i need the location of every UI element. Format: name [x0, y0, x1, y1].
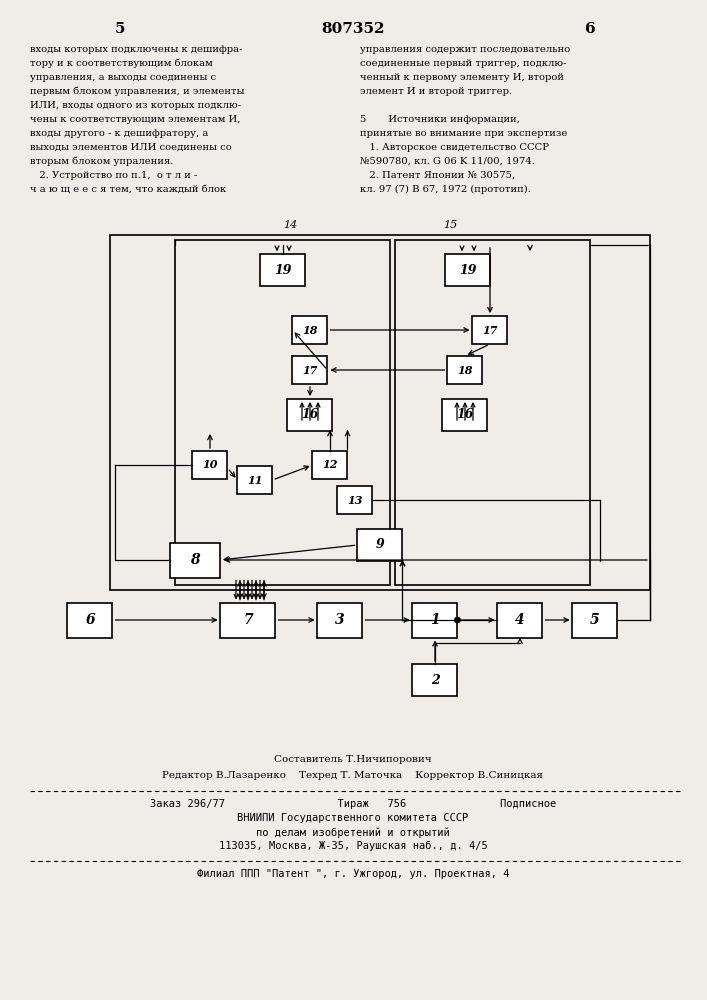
Text: принятые во внимание при экспертизе: принятые во внимание при экспертизе: [360, 129, 568, 138]
Text: 10: 10: [202, 460, 218, 471]
FancyBboxPatch shape: [312, 451, 348, 479]
FancyBboxPatch shape: [448, 356, 482, 384]
FancyBboxPatch shape: [498, 602, 542, 638]
FancyBboxPatch shape: [573, 602, 617, 638]
Text: 16: 16: [301, 408, 319, 422]
FancyBboxPatch shape: [337, 486, 373, 514]
Text: 17: 17: [482, 324, 498, 336]
FancyBboxPatch shape: [170, 542, 220, 578]
FancyBboxPatch shape: [358, 529, 402, 561]
Text: элемент И и второй триггер.: элемент И и второй триггер.: [360, 87, 512, 96]
Text: соединенные первый триггер, подклю-: соединенные первый триггер, подклю-: [360, 59, 566, 68]
Bar: [175, 240, 390, 585]
Text: 5: 5: [115, 22, 125, 36]
Text: 8: 8: [190, 553, 200, 567]
Text: №590780, кл. G 06 K 11/00, 1974.: №590780, кл. G 06 K 11/00, 1974.: [360, 157, 535, 166]
Text: 17: 17: [303, 364, 317, 375]
Text: 1. Авторское свидетельство СССР: 1. Авторское свидетельство СССР: [360, 143, 549, 152]
Text: входы которых подключены к дешифра-: входы которых подключены к дешифра-: [30, 45, 243, 54]
FancyBboxPatch shape: [317, 602, 363, 638]
FancyBboxPatch shape: [443, 399, 488, 431]
FancyBboxPatch shape: [192, 451, 228, 479]
Text: тору и к соответствующим блокам: тору и к соответствующим блокам: [30, 59, 213, 68]
Text: 3: 3: [335, 613, 345, 627]
Text: 2. Патент Японии № 30575,: 2. Патент Японии № 30575,: [360, 171, 515, 180]
Text: 11: 11: [247, 475, 263, 486]
Text: 1: 1: [430, 613, 440, 627]
FancyBboxPatch shape: [412, 602, 457, 638]
Text: 4: 4: [515, 613, 525, 627]
Text: первым блоком управления, и элементы: первым блоком управления, и элементы: [30, 87, 245, 97]
Text: 15: 15: [443, 220, 457, 230]
Text: 6: 6: [585, 22, 595, 36]
Text: управления содержит последовательно: управления содержит последовательно: [360, 45, 571, 54]
Bar: [395, 240, 590, 585]
FancyBboxPatch shape: [238, 466, 272, 494]
FancyBboxPatch shape: [260, 254, 305, 286]
FancyBboxPatch shape: [445, 254, 491, 286]
Text: выходы элементов ИЛИ соединены со: выходы элементов ИЛИ соединены со: [30, 143, 232, 152]
FancyBboxPatch shape: [293, 356, 327, 384]
FancyBboxPatch shape: [412, 664, 457, 696]
Text: 7: 7: [243, 613, 253, 627]
Text: 9: 9: [375, 538, 385, 552]
Text: ВНИИПИ Государственного комитета СССР: ВНИИПИ Государственного комитета СССР: [238, 813, 469, 823]
Text: 5: 5: [590, 613, 600, 627]
Text: управления, а выходы соединены с: управления, а выходы соединены с: [30, 73, 216, 82]
FancyBboxPatch shape: [288, 399, 332, 431]
Text: 6: 6: [85, 613, 95, 627]
Text: входы другого - к дешифратору, а: входы другого - к дешифратору, а: [30, 129, 209, 138]
Text: ИЛИ, входы одного из которых подклю-: ИЛИ, входы одного из которых подклю-: [30, 101, 241, 110]
FancyBboxPatch shape: [472, 316, 508, 344]
Text: 2: 2: [431, 674, 439, 686]
Text: 2. Устройство по п.1,  о т л и -: 2. Устройство по п.1, о т л и -: [30, 171, 197, 180]
Text: кл. 97 (7) В 67, 1972 (прототип).: кл. 97 (7) В 67, 1972 (прототип).: [360, 185, 531, 194]
Text: по делам изобретений и открытий: по делам изобретений и открытий: [256, 827, 450, 838]
Text: 19: 19: [460, 263, 477, 276]
Text: 12: 12: [322, 460, 338, 471]
Text: ченный к первому элементу И, второй: ченный к первому элементу И, второй: [360, 73, 564, 82]
FancyBboxPatch shape: [221, 602, 276, 638]
Text: 113035, Москва, Ж-35, Раушская наб., д. 4/5: 113035, Москва, Ж-35, Раушская наб., д. …: [218, 841, 487, 851]
Text: 18: 18: [303, 324, 317, 336]
Text: 19: 19: [274, 263, 292, 276]
Text: Редактор В.Лазаренко    Техред Т. Маточка    Корректор В.Синицкая: Редактор В.Лазаренко Техред Т. Маточка К…: [163, 771, 544, 780]
Text: 807352: 807352: [322, 22, 385, 36]
Bar: [110, 235, 650, 590]
FancyBboxPatch shape: [293, 316, 327, 344]
Text: ч а ю щ е е с я тем, что каждый блок: ч а ю щ е е с я тем, что каждый блок: [30, 185, 226, 194]
Text: Составитель Т.Ничипорович: Составитель Т.Ничипорович: [274, 755, 432, 764]
Text: вторым блоком упраления.: вторым блоком упраления.: [30, 157, 173, 166]
Text: 16: 16: [456, 408, 474, 422]
Text: чены к соответствующим элементам И,: чены к соответствующим элементам И,: [30, 115, 240, 124]
Text: Филиал ППП "Патент ", г. Ужгород, ул. Проектная, 4: Филиал ППП "Патент ", г. Ужгород, ул. Пр…: [197, 869, 509, 879]
Text: Заказ 296/77                  Тираж   756               Подписное: Заказ 296/77 Тираж 756 Подписное: [150, 799, 556, 809]
Text: 18: 18: [457, 364, 473, 375]
FancyBboxPatch shape: [67, 602, 112, 638]
Circle shape: [455, 617, 460, 622]
Text: 13: 13: [347, 494, 363, 506]
Text: 5       Источники информации,: 5 Источники информации,: [360, 115, 520, 124]
Text: 14: 14: [283, 220, 297, 230]
Circle shape: [455, 617, 460, 622]
